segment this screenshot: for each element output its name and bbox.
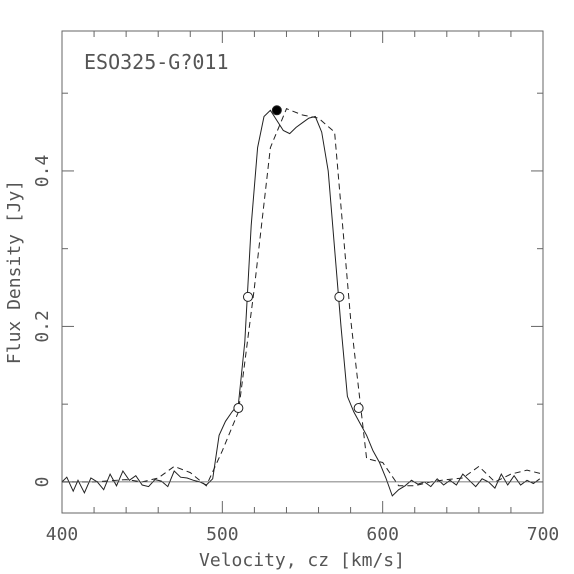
width-marker [334, 291, 345, 302]
x-tick-label: 500 [206, 524, 239, 545]
y-tick-label: 0.4 [32, 155, 53, 188]
x-tick-label: 600 [366, 524, 399, 545]
width-marker [242, 291, 253, 302]
x-tick-label: 700 [527, 524, 560, 545]
x-axis-label: Velocity, cz [km/s] [199, 550, 405, 571]
plot-frame [61, 30, 544, 514]
y-axis-label: Flux Density [Jy] [4, 180, 25, 364]
width-marker [353, 403, 364, 414]
series-line-solid [61, 109, 541, 497]
chart-title: ESO325-G?011 [84, 50, 229, 74]
tick-labels: 400 500 600 700 0 0.2 0.4 [32, 155, 559, 545]
x-tick-label: 400 [46, 524, 79, 545]
y-tick-label: 0 [32, 476, 53, 487]
plot-area [61, 105, 544, 497]
y-tick-label: 0.2 [32, 310, 53, 343]
series-line-dashed [62, 108, 544, 487]
tick-marks [61, 31, 544, 513]
peak-marker [271, 105, 282, 116]
width-marker [233, 403, 244, 414]
